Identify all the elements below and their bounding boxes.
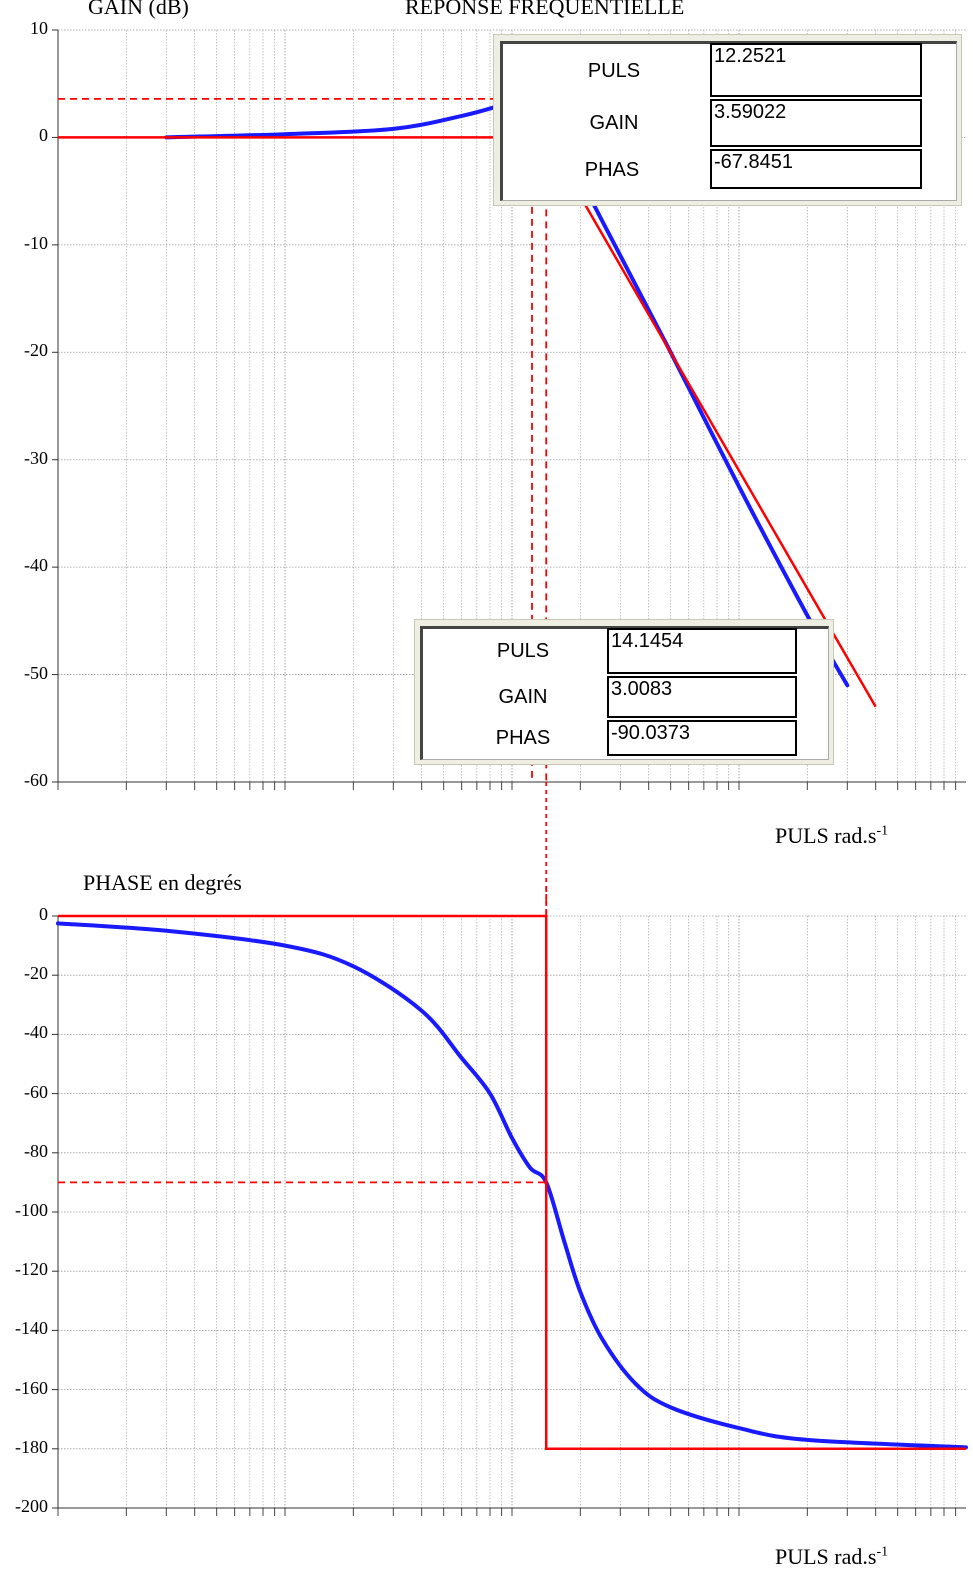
asymptote-line: [58, 914, 966, 1451]
y-tick-label: -200: [15, 1496, 48, 1516]
y-tick-label: 0: [39, 125, 48, 146]
readout-top-gain-value: 3.59022: [710, 99, 922, 147]
readout-top-gain-label: GAIN: [589, 112, 639, 134]
y-tick-label: 10: [30, 18, 48, 38]
y-tick-label: -40: [24, 555, 48, 576]
readout-bottom-phas-value: -90.0373: [607, 720, 797, 756]
chart-title: REPONSE FREQUENTIELLE: [405, 0, 685, 19]
y-tick-label: -140: [15, 1318, 48, 1339]
gain-axis-title: GAIN (dB): [88, 0, 189, 19]
readout-top-phas-value: -67.8451: [710, 149, 922, 189]
readout-top-puls-value: 12.2521: [710, 43, 922, 97]
y-tick-label: -100: [15, 1200, 48, 1220]
x-axis-unit-label-bottom: PULS rad.s-1: [775, 1544, 889, 1569]
y-tick-label: -60: [24, 770, 48, 790]
readout-bottom-puls-value: 14.1454: [607, 628, 797, 674]
y-tick-label: -30: [24, 447, 48, 468]
y-tick-label: -120: [15, 1259, 48, 1280]
y-tick-label: -160: [15, 1377, 48, 1398]
y-tick-label: -10: [24, 232, 48, 253]
y-tick-label: -20: [24, 340, 48, 361]
phase-plot: [52, 886, 968, 1516]
response-curve: [56, 921, 968, 1450]
readout-bottom-puls-label: PULS: [496, 640, 550, 662]
y-tick-label: -180: [15, 1436, 48, 1457]
readout-bottom-gain-label: GAIN: [498, 686, 548, 708]
readout-panel-top: PULS 12.2521 GAIN 3.59022 PHAS -67.8451: [493, 34, 962, 206]
readout-panel-bottom: PULS 14.1454 GAIN 3.0083 PHAS -90.0373: [414, 619, 834, 765]
x-axis-unit-label-top: PULS rad.s-1: [775, 823, 889, 848]
y-tick-label: -20: [24, 963, 48, 984]
readout-bottom-phas-label: PHAS: [495, 727, 551, 749]
y-tick-label: 0: [39, 904, 48, 924]
readout-bottom-gain-value: 3.0083: [607, 676, 797, 718]
phase-axis-title: PHASE en degrés: [83, 870, 242, 895]
y-tick-label: -50: [24, 662, 48, 683]
y-tick-label: -40: [24, 1022, 48, 1043]
readout-top-phas-label: PHAS: [584, 159, 640, 181]
y-tick-label: -60: [24, 1081, 48, 1102]
readout-top-puls-label: PULS: [587, 60, 641, 82]
y-tick-label: -80: [24, 1140, 48, 1161]
